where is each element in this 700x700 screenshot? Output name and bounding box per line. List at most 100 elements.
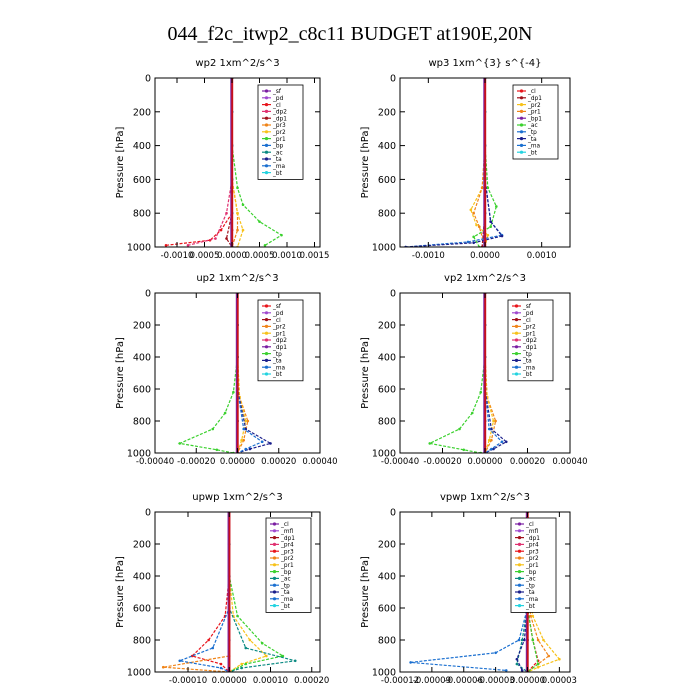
data-point bbox=[223, 411, 227, 415]
series-line-tp bbox=[410, 512, 529, 671]
legend-label: _bp bbox=[280, 570, 292, 576]
legend-label: _pr3 bbox=[525, 549, 539, 555]
legend-marker bbox=[272, 597, 277, 601]
x-tick-label: 0.0000 bbox=[217, 251, 247, 261]
chart-panel-2: wp3 1xm^{3} s^{-4} 0 200 400 600 800 1000 -0.00… bbox=[360, 58, 571, 261]
x-tick-label: 0.00010 bbox=[253, 676, 288, 686]
data-point bbox=[523, 638, 526, 642]
data-point bbox=[248, 638, 252, 642]
legend-marker bbox=[272, 576, 277, 581]
data-point bbox=[211, 427, 215, 431]
x-tick-label: 0.0005 bbox=[190, 251, 220, 261]
data-point bbox=[293, 659, 297, 663]
legend-label: _ac bbox=[527, 123, 538, 129]
series-line-tp bbox=[405, 78, 504, 247]
panel-title: wp2 1xm^2/s^3 bbox=[195, 58, 279, 69]
y-tick-label: 400 bbox=[378, 353, 396, 364]
legend-marker bbox=[272, 542, 277, 547]
data-point bbox=[531, 614, 535, 618]
legend-label: _pr4 bbox=[280, 543, 294, 549]
data-point bbox=[409, 661, 412, 664]
legend-marker bbox=[517, 529, 522, 533]
legend-marker bbox=[514, 331, 519, 335]
data-point bbox=[164, 244, 168, 247]
data-point bbox=[504, 669, 508, 672]
panel-title: vpwp 1xm^2/s^3 bbox=[440, 492, 530, 503]
legend-label: _dp1 bbox=[527, 96, 542, 102]
chart-panel-4: vp2 1xm^2/s^3 0 200 400 600 800 1000-0.00040 -0… bbox=[360, 273, 588, 467]
legend-label: _pr1 bbox=[280, 563, 294, 569]
legend-marker bbox=[514, 345, 519, 349]
y-tick-label: 600 bbox=[378, 604, 396, 615]
legend-label: _pr4 bbox=[525, 543, 539, 549]
legend-label: _dp1 bbox=[280, 536, 295, 542]
data-point bbox=[492, 419, 495, 423]
legend-label: _dp1 bbox=[525, 536, 540, 542]
data-point bbox=[281, 654, 285, 658]
legend-marker bbox=[264, 331, 269, 335]
y-tick-label: 1000 bbox=[127, 668, 151, 679]
data-point bbox=[531, 638, 535, 642]
data-point bbox=[244, 662, 248, 666]
legend-label: _ta bbox=[280, 590, 290, 596]
data-point bbox=[236, 186, 239, 190]
data-point bbox=[500, 234, 504, 238]
legend: _sf_pd_cl_dp2_dp1_pr3_pr2_pr1_bp_ac_ta_m… bbox=[257, 84, 304, 180]
legend-marker bbox=[519, 137, 524, 141]
x-tick-label: -0.00020 bbox=[423, 457, 461, 467]
data-point bbox=[186, 244, 190, 247]
data-point bbox=[515, 662, 519, 666]
data-point bbox=[472, 211, 475, 215]
legend-label: _pd bbox=[272, 96, 284, 102]
data-point bbox=[240, 662, 243, 666]
y-tick-label: 600 bbox=[133, 604, 151, 615]
chart-panel-5: upwp 1xm^2/s^3 0 200 400 600 800 1000 -0.00010 0… bbox=[115, 492, 329, 686]
legend-marker bbox=[517, 556, 522, 560]
legend-marker bbox=[264, 103, 269, 107]
legend-marker bbox=[517, 604, 522, 608]
panels-group: wp2 1xm^2/s^302004006008001000-0.00100.0… bbox=[115, 58, 588, 686]
legend-marker bbox=[517, 597, 522, 601]
data-point bbox=[236, 211, 239, 215]
series-line-pr2 bbox=[163, 512, 230, 672]
legend-marker bbox=[519, 109, 524, 113]
y-tick-label: 400 bbox=[378, 141, 396, 152]
legend-label: _pr1 bbox=[527, 110, 541, 116]
legend-marker bbox=[517, 549, 522, 553]
axes-frame bbox=[154, 511, 321, 673]
legend-label: _ta bbox=[527, 137, 537, 143]
panel-title: upwp 1xm^2/s^3 bbox=[192, 492, 282, 503]
legend-marker bbox=[264, 96, 269, 100]
legend-label: _bp bbox=[272, 144, 284, 150]
legend-label: _pr2 bbox=[272, 130, 286, 136]
data-point bbox=[219, 666, 223, 670]
legend-label: _pr2 bbox=[527, 103, 541, 109]
data-point bbox=[225, 211, 228, 215]
x-tick-label: 0.0000 bbox=[470, 251, 500, 261]
data-point bbox=[547, 654, 551, 658]
legend-label: _ta bbox=[272, 157, 282, 163]
legend: _sf_pd_cl_pr2_pr1_dp2_dp1_tp_ta_ma_bt bbox=[257, 299, 304, 382]
legend-marker bbox=[264, 157, 269, 161]
y-tick-label: 0 bbox=[145, 508, 151, 519]
legend-marker bbox=[264, 365, 269, 369]
y-tick-label: 800 bbox=[133, 209, 151, 220]
y-tick-label: 0 bbox=[390, 508, 396, 519]
legend-marker bbox=[519, 150, 524, 154]
legend-label: _ma bbox=[522, 365, 536, 371]
legend-marker bbox=[272, 570, 277, 574]
data-point bbox=[240, 438, 243, 442]
legend-label: _pr1 bbox=[525, 563, 539, 569]
legend-marker bbox=[264, 311, 269, 315]
x-tick-label: -0.0010 bbox=[412, 251, 445, 261]
data-point bbox=[241, 228, 245, 232]
y-tick-label: 600 bbox=[133, 175, 151, 186]
data-point bbox=[469, 208, 473, 212]
data-point bbox=[489, 225, 492, 229]
y-axis-label: Pressure [hPa] bbox=[360, 556, 371, 628]
axes-frame bbox=[399, 511, 571, 673]
y-tick-label: 600 bbox=[378, 175, 396, 186]
data-point bbox=[211, 646, 215, 650]
data-point bbox=[219, 228, 223, 232]
legend-marker bbox=[272, 604, 277, 608]
